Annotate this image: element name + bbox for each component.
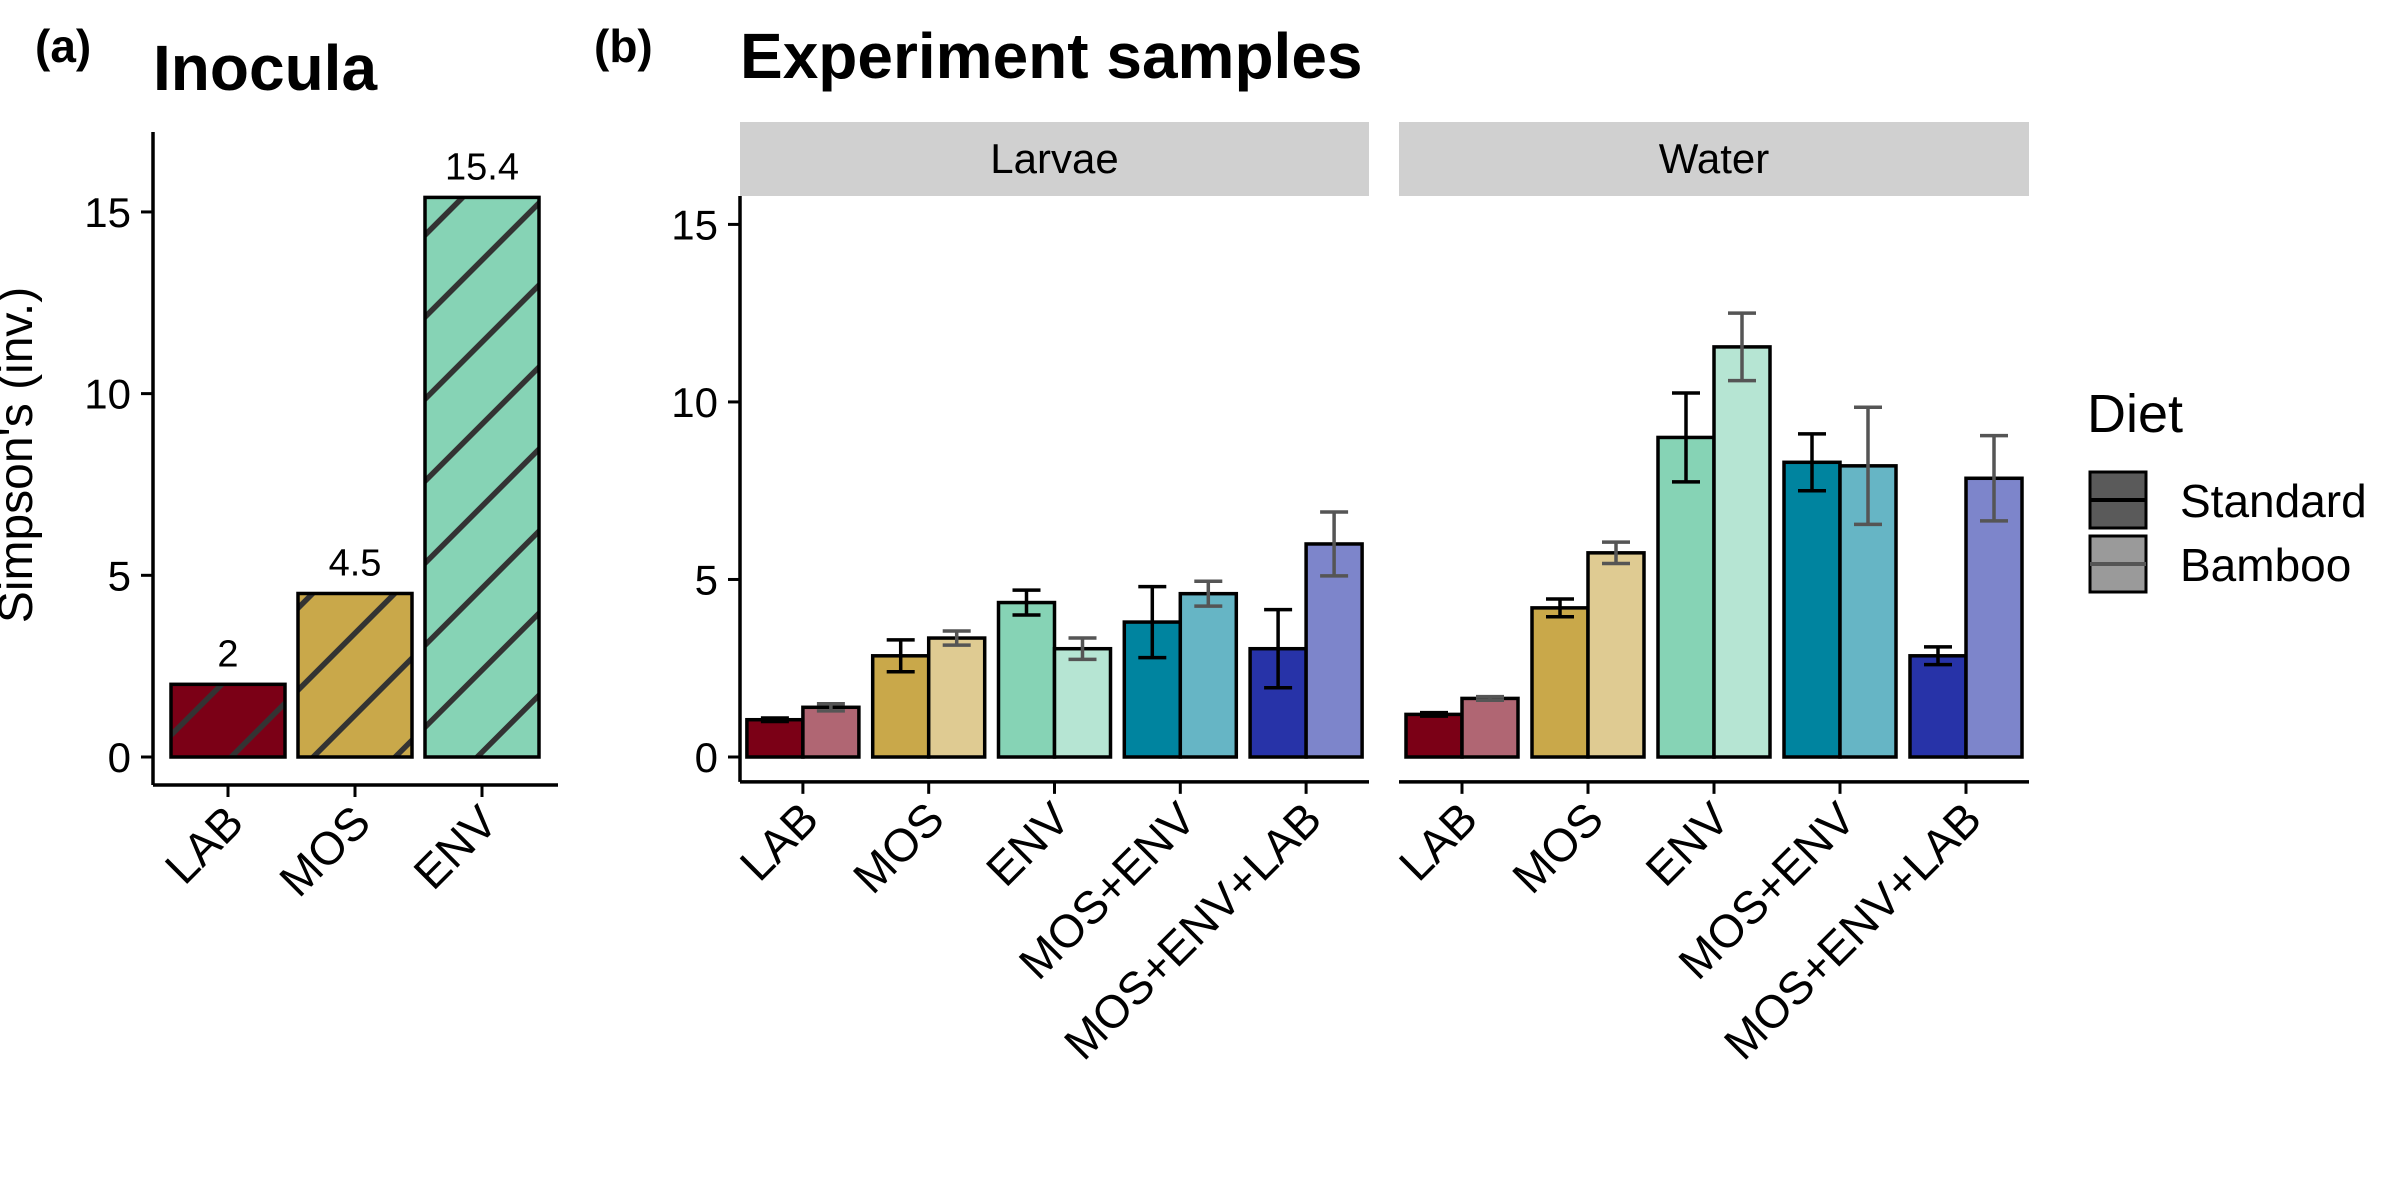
- bar-larvae-lab-standard: [745, 717, 805, 759]
- x-tick-label-water-mos: MOS: [1502, 792, 1613, 903]
- panel-a-title: Inocula: [153, 32, 377, 104]
- panel-b-y-tick-label: 10: [671, 379, 718, 426]
- legend: Diet Standard Bamboo: [2087, 384, 2367, 594]
- panel-a-bar-hatch-mos: [296, 591, 414, 759]
- y-axis-title: Simpson's (inv.): [0, 287, 43, 623]
- legend-label-bamboo: Bamboo: [2180, 539, 2351, 591]
- panel-b-title: Experiment samples: [740, 20, 1363, 92]
- x-tick-label-water-env: ENV: [1635, 792, 1739, 896]
- panel-a-value-label: 2: [217, 633, 238, 675]
- strip-water: [1399, 122, 2029, 196]
- bar-water-mos-env-lab-standard: [1908, 654, 1968, 759]
- bar-water-mos-env-standard: [1782, 460, 1842, 759]
- bar-larvae-mos-bamboo: [926, 636, 987, 759]
- legend-label-standard: Standard: [2180, 475, 2367, 527]
- panel-a-chart: 0 5 10 15 2 LAB 4.5 MOS 15.4 ENV: [84, 132, 558, 906]
- bar-larvae-env-standard: [996, 600, 1057, 759]
- panel-a-bar-hatch-env: [423, 195, 541, 759]
- panel-b-y-tick-label: 0: [695, 734, 718, 781]
- panel-a-value-label: 4.5: [329, 542, 382, 584]
- bar-water-mos-standard: [1530, 606, 1590, 759]
- bar-larvae-env-bamboo: [1052, 646, 1113, 759]
- legend-title: Diet: [2087, 384, 2183, 444]
- panel-a-letter: (a): [35, 20, 91, 72]
- panel-b-y-tick-label: 15: [671, 201, 718, 248]
- panel-b-letter: (b): [594, 20, 653, 72]
- panel-b-y-tick-label: 5: [695, 556, 718, 603]
- bar-water-lab-standard: [1404, 712, 1464, 759]
- bar-water-lab-bamboo: [1460, 696, 1520, 759]
- bar-larvae-mos-env-bamboo: [1178, 591, 1239, 759]
- panel-a-value-label: 15.4: [445, 146, 519, 188]
- panel-a-x-tick-label: ENV: [403, 795, 507, 899]
- x-tick-label-larvae-mos: MOS: [843, 792, 954, 903]
- panel-a-x-tick-label: MOS: [269, 795, 380, 906]
- bar-water-env-standard: [1656, 435, 1716, 759]
- bar-water-mos-bamboo: [1586, 551, 1646, 759]
- strip-label-larvae: Larvae: [990, 135, 1118, 182]
- x-tick-label-larvae-env: ENV: [976, 792, 1080, 896]
- x-tick-label-larvae-lab: LAB: [730, 792, 828, 890]
- panel-a-y-tick-label: 5: [108, 552, 131, 599]
- strip-label-water: Water: [1659, 135, 1769, 182]
- panel-a-x-tick-label: LAB: [155, 795, 253, 893]
- panel-a-y-tick-label: 0: [108, 734, 131, 781]
- bar-water-env-bamboo: [1712, 345, 1772, 759]
- panel-a-y-tick-label: 15: [84, 189, 131, 236]
- panel-a-y-tick-label: 10: [84, 371, 131, 418]
- bar-larvae-lab-bamboo: [801, 705, 861, 759]
- panel-a-bar-hatch-lab: [169, 682, 287, 759]
- strip-larvae: [740, 122, 1369, 196]
- x-tick-label-water-lab: LAB: [1389, 792, 1487, 890]
